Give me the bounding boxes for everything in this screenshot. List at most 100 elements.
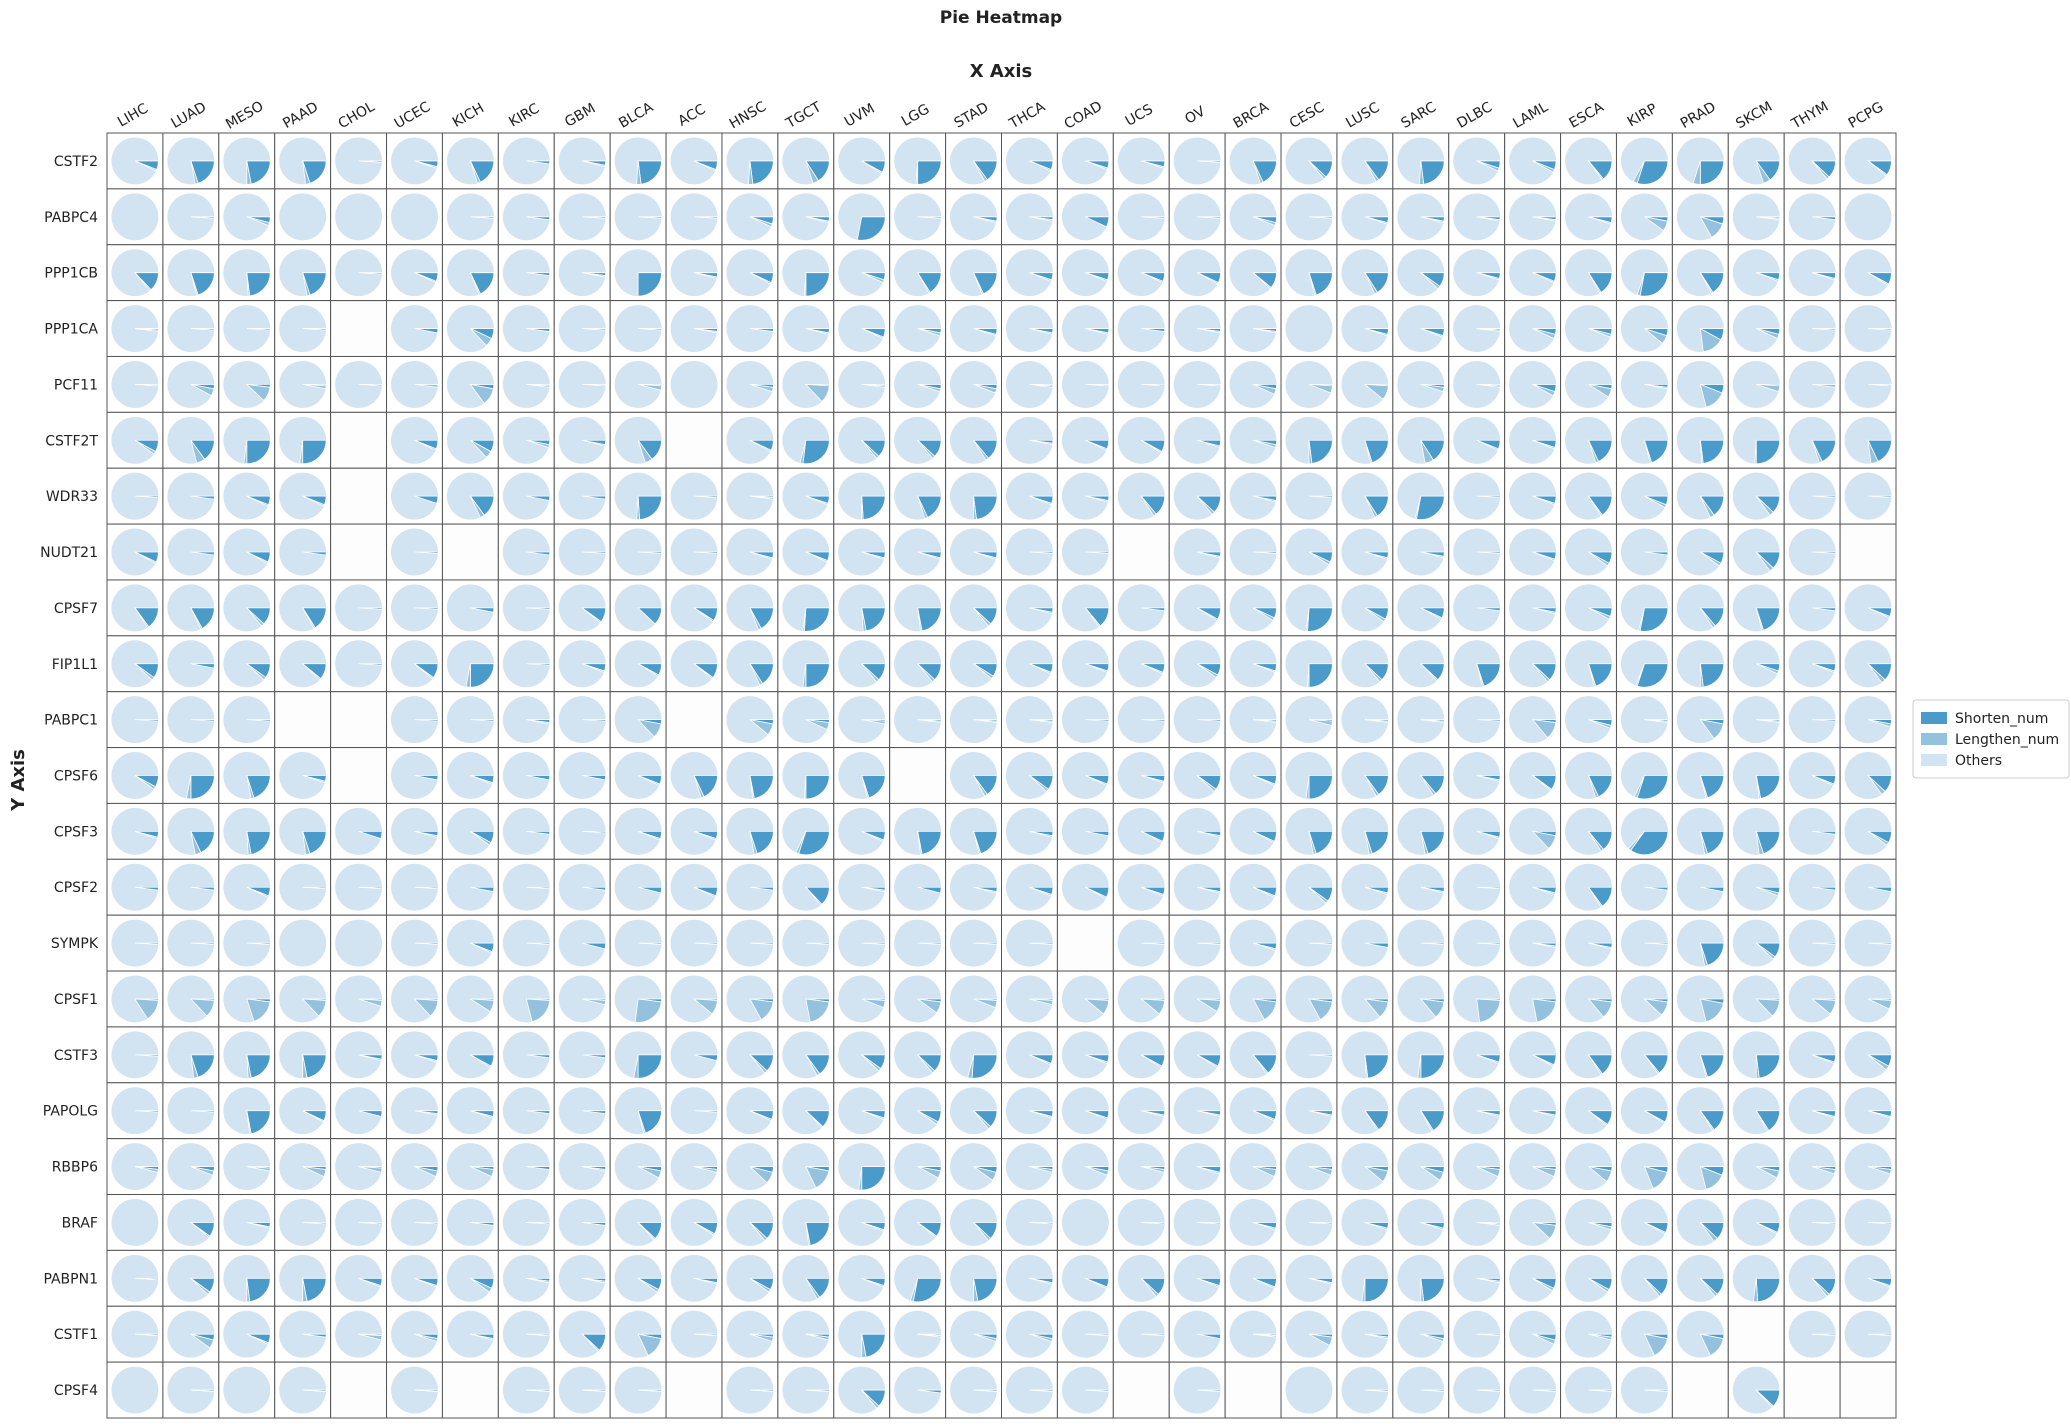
pie-slice-shorten	[1699, 160, 1725, 185]
pie-slice-lengthen	[1867, 607, 1891, 619]
pie-slice-lengthen	[1141, 886, 1165, 897]
pie-slice-lengthen	[1252, 942, 1277, 951]
pie-slice-shorten	[134, 942, 159, 946]
pie-slice-shorten	[1364, 942, 1389, 948]
pie-slice-lengthen	[805, 998, 830, 1023]
heatmap-cell	[665, 411, 723, 469]
x-tick-label: DLBC	[1454, 99, 1495, 132]
pie-slice-lengthen	[1253, 1333, 1277, 1338]
pie-slice-shorten	[358, 830, 383, 840]
pie-slice-shorten	[190, 663, 215, 669]
pie-slice-lengthen	[1811, 663, 1835, 673]
pie-slice-lengthen	[861, 272, 885, 284]
pie-slice-lengthen	[246, 831, 252, 856]
pie-slice-shorten	[861, 495, 886, 520]
pie-slice-shorten	[1308, 942, 1333, 946]
pie-slice-shorten	[749, 160, 774, 185]
pie-slice-shorten	[1699, 439, 1725, 465]
pie-slice-lengthen	[1588, 160, 1605, 181]
heatmap-cell	[1224, 1361, 1282, 1419]
pie-slice-shorten	[1476, 1333, 1501, 1337]
pie-slice-shorten	[134, 1110, 159, 1113]
pie-slice-shorten	[638, 551, 662, 554]
pie-slice-lengthen	[526, 1277, 551, 1284]
pie-slice-lengthen	[861, 663, 880, 683]
pie-slice-lengthen	[134, 998, 159, 1020]
pie-slice-lengthen	[973, 1110, 992, 1130]
pie-slice-shorten	[582, 216, 607, 219]
pie-slice-shorten	[190, 775, 215, 800]
pie-slice-lengthen	[861, 719, 886, 725]
pie-slice-lengthen	[1419, 998, 1445, 1018]
pie-slice-lengthen	[861, 607, 867, 632]
pie-slice-lengthen	[1532, 998, 1557, 1023]
pie-slice-lengthen	[1588, 495, 1603, 517]
pie-slice-lengthen	[582, 663, 606, 673]
pie-slice-shorten	[861, 607, 886, 632]
legend-entry: Shorten_num	[1955, 711, 2048, 727]
pie-slice-lengthen	[246, 495, 270, 507]
pie-slice-lengthen	[134, 830, 159, 840]
pie-slice-shorten	[861, 1333, 886, 1358]
pie-slice-lengthen	[470, 1054, 492, 1068]
pie-slice-lengthen	[1252, 160, 1264, 184]
pie-slice-lengthen	[302, 272, 311, 297]
pie-slice-lengthen	[581, 1333, 600, 1352]
pie-slice-lengthen	[1420, 440, 1434, 464]
pie-slice-shorten	[358, 384, 383, 387]
heatmap-cell	[330, 1361, 388, 1419]
pie-slice-lengthen	[134, 160, 158, 172]
pie-slice-lengthen	[1364, 1110, 1380, 1132]
pie-slice-lengthen	[134, 328, 159, 332]
pie-slice-shorten	[526, 1166, 551, 1170]
pie-slice-lengthen	[858, 1166, 863, 1191]
pie-slice-lengthen	[1632, 160, 1645, 184]
pie-slice-shorten	[1644, 942, 1669, 946]
pie-slice-shorten	[526, 328, 551, 332]
pie-slice-lengthen	[1414, 496, 1422, 520]
pie-slice-lengthen	[636, 160, 642, 185]
pie-slice-shorten	[1197, 1333, 1222, 1340]
pie-slice-lengthen	[1699, 495, 1715, 518]
pie-slice-lengthen	[1029, 439, 1054, 446]
x-tick-label: LGG	[899, 101, 933, 130]
pie-slice-shorten	[917, 1389, 942, 1394]
pie-slice-shorten	[973, 1389, 998, 1392]
y-tick-label: CSTF1	[54, 1327, 98, 1343]
pie-slice-lengthen	[190, 1222, 211, 1238]
pie-slice-lengthen	[190, 831, 202, 855]
pie-slice-lengthen	[1197, 1110, 1221, 1118]
pie-slice-lengthen	[414, 1333, 438, 1342]
pie-slice-lengthen	[1420, 1110, 1434, 1132]
pie-slice-lengthen	[246, 216, 270, 226]
pie-slice-lengthen	[1811, 1054, 1835, 1065]
pie-slice-shorten	[1639, 607, 1669, 632]
pie-slice-lengthen	[246, 1110, 252, 1135]
pie-slice-lengthen	[1252, 1110, 1276, 1122]
pie-slice-lengthen	[861, 496, 864, 521]
pie-slice-lengthen	[1197, 384, 1222, 387]
pie-slice-lengthen	[1029, 216, 1054, 222]
pie-slice-shorten	[1812, 551, 1837, 554]
y-tick-label: CSTF2	[54, 154, 98, 170]
pie-slice-lengthen	[973, 1222, 992, 1242]
pie-slice-lengthen	[967, 1054, 974, 1079]
pie-slice-shorten	[1141, 216, 1166, 219]
pie-slice-shorten	[1141, 1222, 1166, 1225]
y-tick-label: PCF11	[54, 377, 98, 393]
pie-slice-lengthen	[633, 1054, 639, 1079]
pie-slice-shorten	[805, 272, 830, 297]
pie-slice-shorten	[470, 1222, 495, 1226]
pie-slice-lengthen	[1476, 384, 1501, 388]
pie-slice-lengthen	[1755, 551, 1774, 572]
pie-slice-lengthen	[1085, 384, 1110, 387]
heatmap-cell	[889, 747, 947, 804]
pie-slice-lengthen	[1252, 272, 1272, 290]
x-tick-label: PAAD	[280, 99, 321, 132]
pie-slice-shorten	[1085, 1389, 1110, 1392]
pie-slice-shorten	[1868, 495, 1892, 499]
pie-slice-shorten	[1812, 1222, 1837, 1225]
pie-slice-shorten	[1476, 607, 1501, 612]
pie-slice-lengthen	[1364, 160, 1380, 183]
pie-slice-shorten	[582, 328, 607, 331]
